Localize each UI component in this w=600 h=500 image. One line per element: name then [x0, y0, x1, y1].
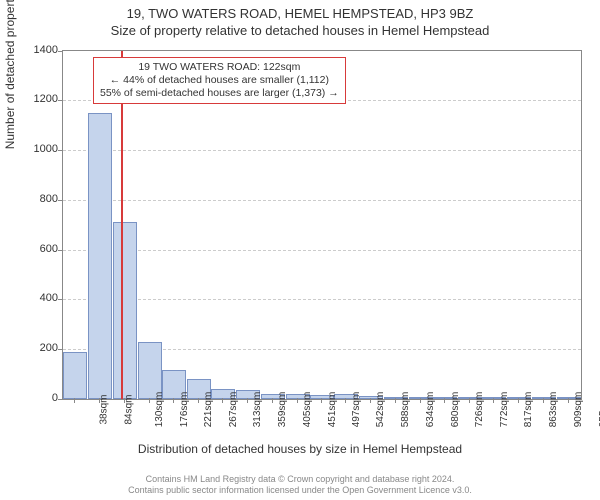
x-tick-label: 38sqm	[99, 394, 110, 424]
x-axis-label: Distribution of detached houses by size …	[0, 442, 600, 456]
x-tick-label: 909sqm	[573, 391, 584, 427]
x-tick-label: 542sqm	[376, 391, 387, 427]
x-tick-label: 221sqm	[203, 391, 214, 427]
footer-line1: Contains HM Land Registry data © Crown c…	[0, 474, 600, 485]
gridline	[63, 200, 581, 201]
y-tick-label: 200	[8, 342, 58, 354]
histogram-bar	[138, 342, 162, 399]
x-tick-mark	[543, 398, 544, 403]
y-tick-label: 1000	[8, 143, 58, 155]
x-tick-mark	[444, 398, 445, 403]
histogram-bar	[63, 352, 87, 399]
x-tick-label: 863sqm	[548, 391, 559, 427]
x-tick-mark	[518, 398, 519, 403]
x-tick-label: 817sqm	[523, 391, 534, 427]
x-tick-mark	[173, 398, 174, 403]
x-tick-mark	[345, 398, 346, 403]
y-tick-mark	[58, 250, 63, 251]
y-tick-mark	[58, 150, 63, 151]
x-tick-mark	[321, 398, 322, 403]
x-tick-label: 680sqm	[450, 391, 461, 427]
y-tick-mark	[58, 200, 63, 201]
x-tick-mark	[74, 398, 75, 403]
x-tick-label: 588sqm	[400, 391, 411, 427]
y-tick-label: 1400	[8, 44, 58, 56]
plot-region: 19 TWO WATERS ROAD: 122sqm ← 44% of deta…	[62, 50, 582, 400]
y-tick-mark	[58, 51, 63, 52]
x-tick-mark	[493, 398, 494, 403]
y-tick-label: 800	[8, 193, 58, 205]
y-tick-mark	[58, 399, 63, 400]
y-tick-label: 400	[8, 292, 58, 304]
annotation-line1: 19 TWO WATERS ROAD: 122sqm	[100, 61, 339, 74]
x-tick-label: 772sqm	[499, 391, 510, 427]
x-tick-label: 405sqm	[302, 391, 313, 427]
x-tick-mark	[272, 398, 273, 403]
y-tick-mark	[58, 349, 63, 350]
y-axis-label: Number of detached properties	[3, 0, 17, 149]
annotation-box: 19 TWO WATERS ROAD: 122sqm ← 44% of deta…	[93, 57, 346, 104]
x-tick-mark	[469, 398, 470, 403]
x-tick-mark	[124, 398, 125, 403]
title-line2: Size of property relative to detached ho…	[0, 23, 600, 40]
x-tick-mark	[99, 398, 100, 403]
x-tick-mark	[370, 398, 371, 403]
histogram-bar	[113, 222, 137, 398]
chart-title: 19, TWO WATERS ROAD, HEMEL HEMPSTEAD, HP…	[0, 0, 600, 40]
y-tick-label: 600	[8, 243, 58, 255]
x-tick-label: 313sqm	[252, 391, 263, 427]
x-tick-mark	[149, 398, 150, 403]
annotation-line2: ← 44% of detached houses are smaller (1,…	[100, 74, 339, 87]
annotation-line3: 55% of semi-detached houses are larger (…	[100, 87, 339, 100]
x-tick-mark	[395, 398, 396, 403]
histogram-bar	[88, 113, 112, 399]
x-tick-label: 726sqm	[475, 391, 486, 427]
title-line1: 19, TWO WATERS ROAD, HEMEL HEMPSTEAD, HP…	[0, 6, 600, 23]
footer: Contains HM Land Registry data © Crown c…	[0, 474, 600, 496]
gridline	[63, 150, 581, 151]
x-tick-mark	[198, 398, 199, 403]
gridline	[63, 299, 581, 300]
x-tick-mark	[568, 398, 569, 403]
x-tick-label: 84sqm	[124, 394, 135, 424]
y-tick-label: 0	[8, 392, 58, 404]
footer-line2: Contains public sector information licen…	[0, 485, 600, 496]
x-tick-label: 497sqm	[351, 391, 362, 427]
gridline	[63, 250, 581, 251]
chart-area: Number of detached properties 19 TWO WAT…	[0, 40, 600, 460]
x-tick-label: 359sqm	[277, 391, 288, 427]
y-tick-mark	[58, 299, 63, 300]
x-tick-label: 634sqm	[425, 391, 436, 427]
x-tick-label: 176sqm	[179, 391, 190, 427]
y-tick-label: 1200	[8, 93, 58, 105]
x-tick-mark	[297, 398, 298, 403]
x-tick-mark	[222, 398, 223, 403]
x-tick-mark	[420, 398, 421, 403]
x-tick-label: 130sqm	[154, 391, 165, 427]
x-tick-mark	[247, 398, 248, 403]
y-tick-mark	[58, 100, 63, 101]
x-tick-label: 451sqm	[327, 391, 338, 427]
x-tick-label: 267sqm	[228, 391, 239, 427]
